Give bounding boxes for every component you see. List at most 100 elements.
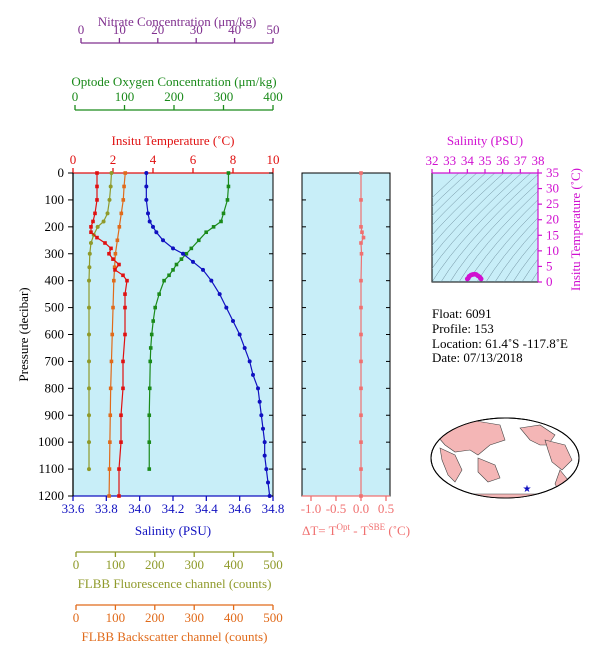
pressure-tick-label: 500 [45,300,65,315]
data-point [359,251,364,256]
data-point [121,359,125,364]
data-point [89,230,93,235]
backscatter-tick-label: 400 [224,610,244,625]
density-contour [476,208,538,282]
density-contour [440,174,538,282]
data-point [359,198,363,202]
data-point [204,230,208,235]
salinity-tick-label: 33.8 [95,501,118,516]
ts-salinity-tick-label: 33 [443,153,456,168]
info-date: Date: 07/13/2018 [432,350,523,365]
data-point [359,467,363,471]
data-point [146,211,150,216]
oxygen-tick-label: 0 [72,89,79,104]
temperature-tick-label: 2 [110,152,117,167]
temperature-tick-label: 6 [190,152,197,167]
data-point [87,413,92,418]
dt-tick-label: 0.0 [353,501,369,516]
data-point [171,246,175,251]
data-point [109,246,113,251]
data-point [359,305,363,310]
density-contour [603,163,608,282]
data-point [107,197,112,202]
data-point [247,359,252,364]
ts-temperature-tick-label: 25 [546,196,559,211]
data-point [257,399,262,404]
info-profile: Profile: 153 [432,321,494,336]
ts-density-contours [432,163,608,282]
data-point [119,440,123,444]
data-point [219,219,223,224]
data-point [196,238,201,243]
density-contour [432,173,469,207]
data-point [179,257,184,261]
data-point [108,440,112,444]
data-point [211,225,216,229]
data-point [262,453,267,458]
data-point [121,386,125,391]
ts-temperature-tick-label: 10 [546,243,559,258]
pressure-tick-label: 300 [45,246,65,261]
data-point [87,359,92,364]
data-point [119,413,123,418]
data-point [121,198,126,202]
data-point [117,467,121,471]
data-point [87,265,92,270]
data-point [262,440,267,445]
data-point [201,267,205,272]
data-point [360,230,364,235]
data-point [110,332,115,337]
data-point [95,171,99,175]
density-contour [432,173,496,236]
data-point [87,305,92,310]
data-point [107,467,112,471]
density-contour [432,173,523,269]
data-point [191,259,195,264]
density-contour [585,163,608,282]
data-point [224,305,229,310]
map-outline [430,417,580,499]
pressure-tick-label: 0 [58,165,65,180]
world-map: ★ [430,417,580,499]
temperature-axis-label: Insitu Temperature (˚C) [111,133,234,148]
backscatter-tick-label: 300 [184,610,204,625]
data-point [167,273,171,278]
data-point [123,292,127,296]
data-point [111,257,115,261]
density-contour [485,217,538,282]
density-contour [521,258,538,282]
pressure-axis-label: Pressure (decibar) [16,287,31,381]
data-point [256,386,260,391]
float-location-marker: ★ [523,484,532,495]
info-location: Location: 61.4˚S -117.8˚E [432,336,568,351]
data-point [123,305,127,310]
data-point [125,278,129,283]
data-point [117,262,121,267]
data-point [111,305,115,310]
pressure-tick-label: 1100 [38,461,64,476]
ts-temperature-tick-label: 20 [546,212,559,227]
data-point [151,319,156,323]
density-contour [432,173,532,282]
ts-salinity-tick-label: 38 [532,153,545,168]
salinity-tick-label: 33.6 [62,501,85,516]
data-point [123,332,127,337]
data-point [87,332,92,337]
fluorescence-tick-label: 300 [184,557,204,572]
ts-point [478,276,484,282]
oxygen-tick-label: 100 [115,89,135,104]
data-point [359,413,363,418]
flbb-fluorescence-line [88,172,113,470]
density-contour [432,173,478,217]
density-contour [503,236,538,282]
data-point [264,467,269,472]
data-point [108,413,113,418]
data-point [251,372,255,377]
salinity-tick-label: 34.8 [262,501,285,516]
salinity-axis-label: Salinity (PSU) [135,523,211,538]
data-point [119,211,124,216]
nitrate-tick-label: 50 [267,22,280,37]
data-point [95,235,99,240]
data-point [242,345,247,350]
